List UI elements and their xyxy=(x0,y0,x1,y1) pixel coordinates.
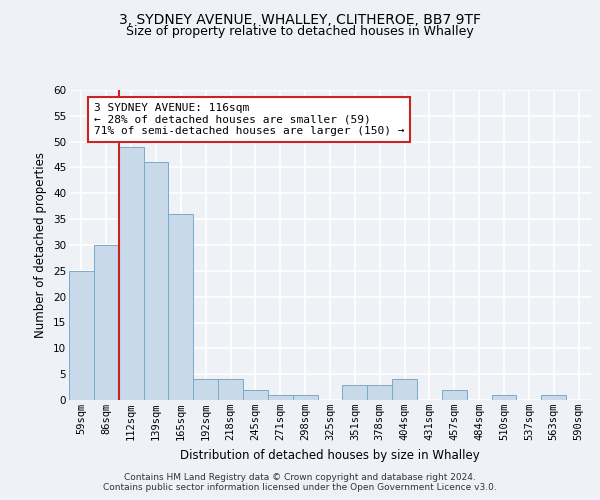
Bar xyxy=(169,214,193,400)
Bar xyxy=(119,147,143,400)
Bar xyxy=(69,271,94,400)
Bar xyxy=(143,162,169,400)
X-axis label: Distribution of detached houses by size in Whalley: Distribution of detached houses by size … xyxy=(180,448,480,462)
Bar xyxy=(268,395,293,400)
Text: 3, SYDNEY AVENUE, WHALLEY, CLITHEROE, BB7 9TF: 3, SYDNEY AVENUE, WHALLEY, CLITHEROE, BB… xyxy=(119,12,481,26)
Bar xyxy=(392,380,417,400)
Bar xyxy=(491,395,517,400)
Text: Size of property relative to detached houses in Whalley: Size of property relative to detached ho… xyxy=(126,25,474,38)
Bar xyxy=(343,384,367,400)
Y-axis label: Number of detached properties: Number of detached properties xyxy=(34,152,47,338)
Bar xyxy=(218,380,243,400)
Text: 3 SYDNEY AVENUE: 116sqm
← 28% of detached houses are smaller (59)
71% of semi-de: 3 SYDNEY AVENUE: 116sqm ← 28% of detache… xyxy=(94,103,404,136)
Bar xyxy=(243,390,268,400)
Bar xyxy=(367,384,392,400)
Bar xyxy=(293,395,317,400)
Bar xyxy=(193,380,218,400)
Bar xyxy=(442,390,467,400)
Bar xyxy=(94,245,119,400)
Bar xyxy=(541,395,566,400)
Text: Contains HM Land Registry data © Crown copyright and database right 2024.
Contai: Contains HM Land Registry data © Crown c… xyxy=(103,473,497,492)
